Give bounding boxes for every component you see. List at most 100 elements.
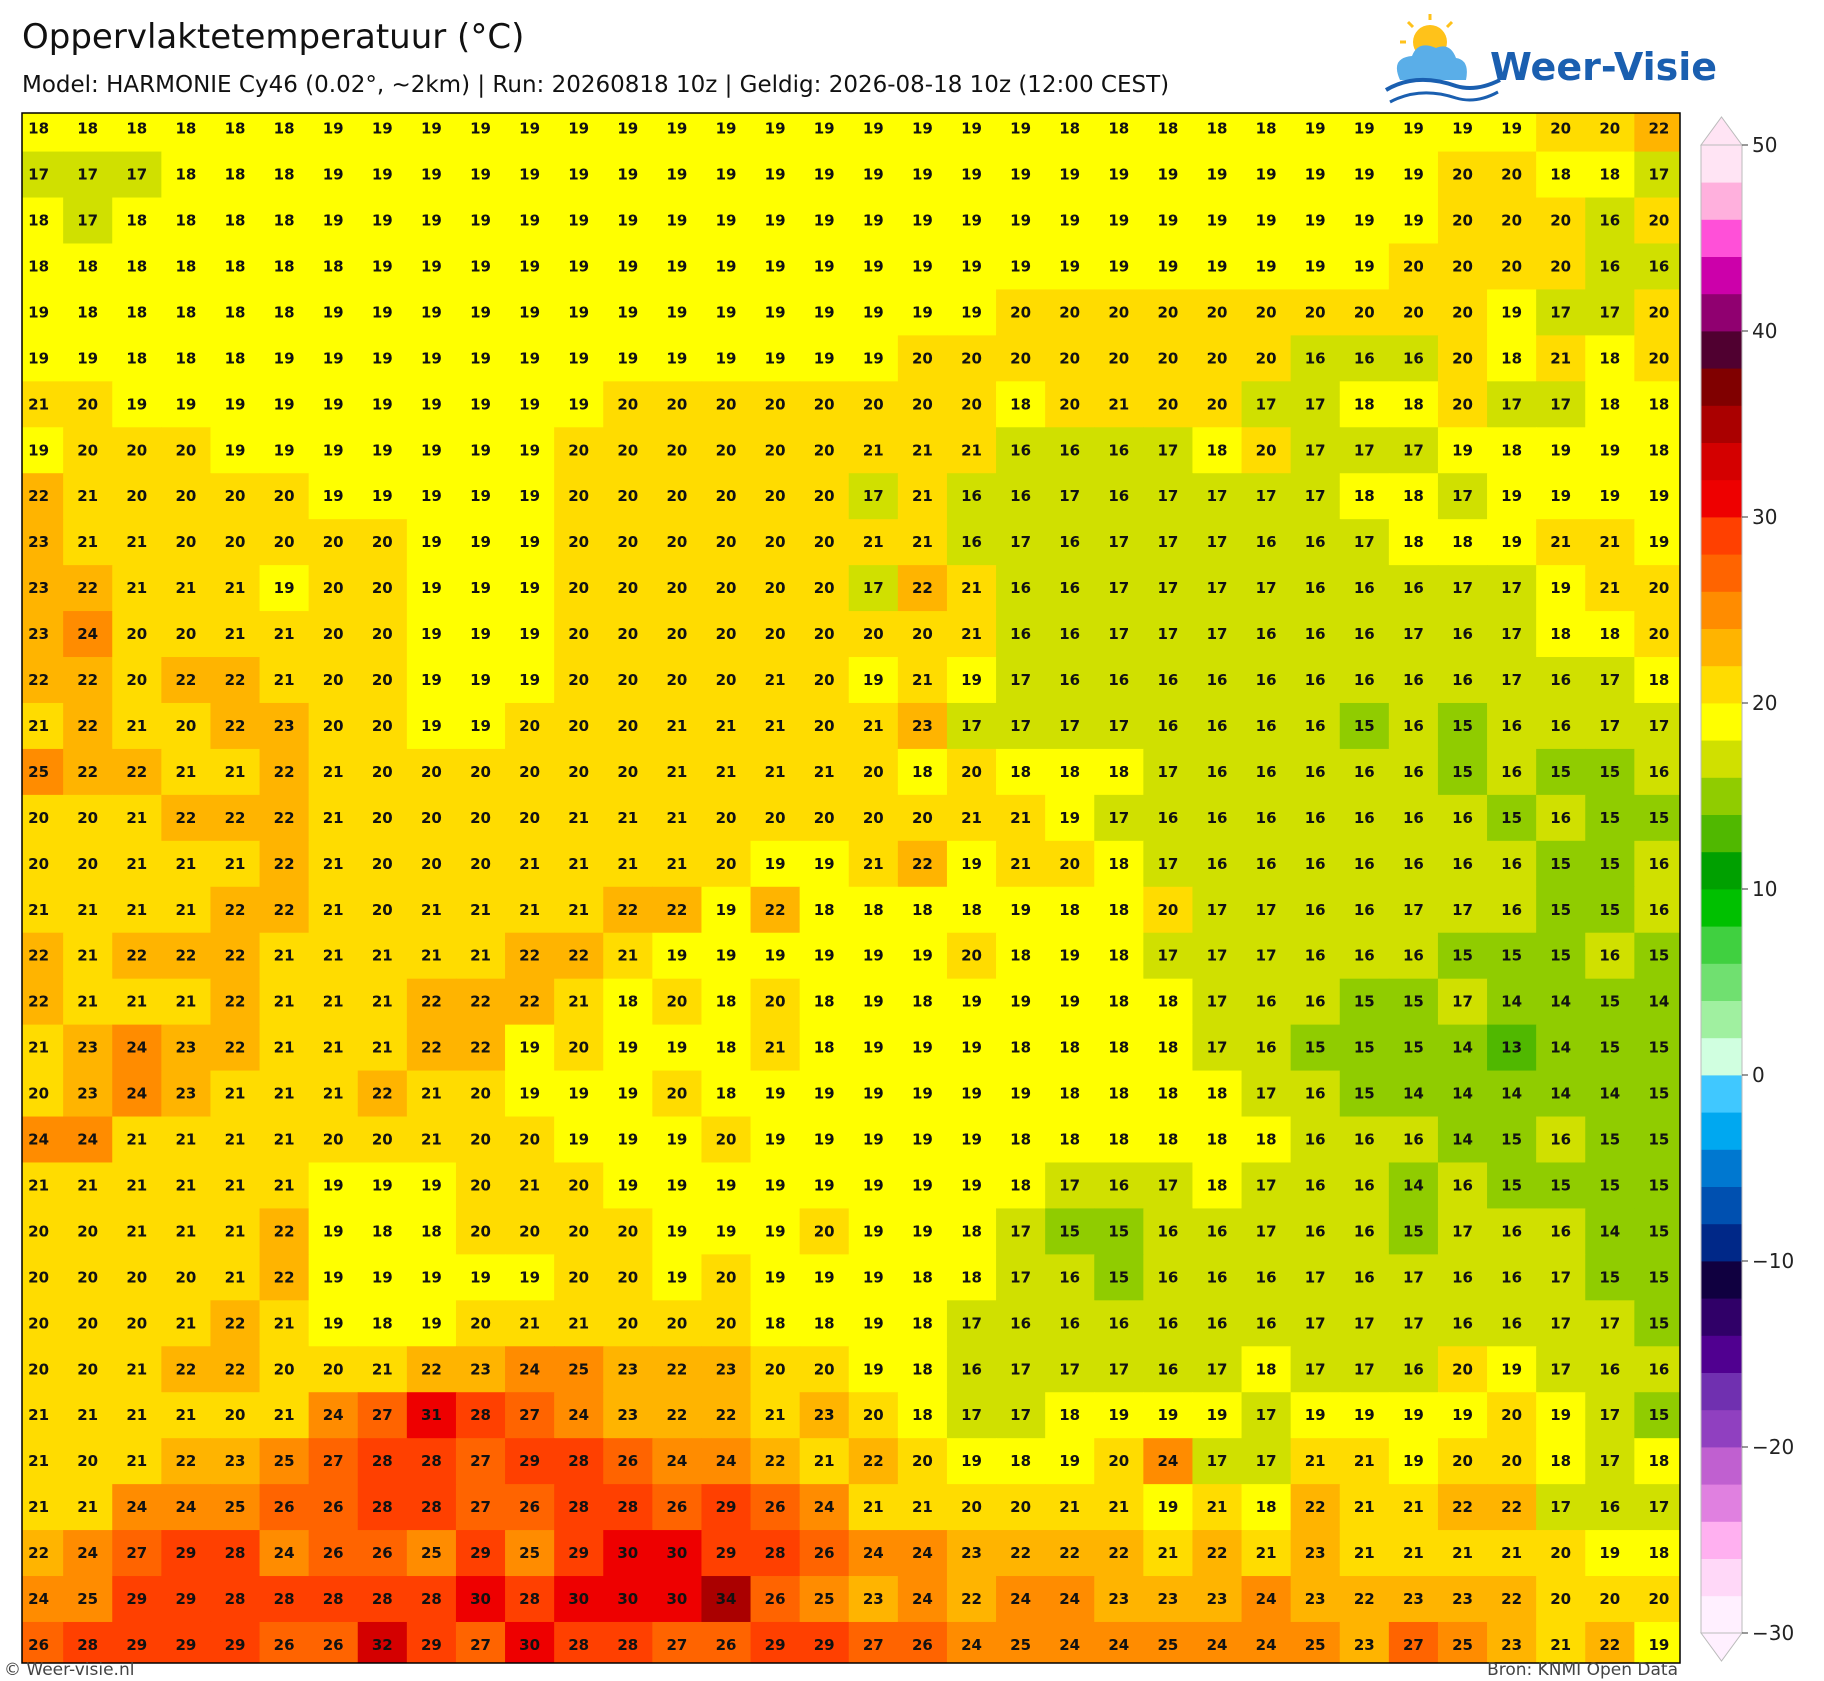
temperature-label: 28 xyxy=(765,1544,786,1562)
temperature-label: 23 xyxy=(814,1406,835,1424)
temperature-label: 15 xyxy=(1648,1131,1669,1149)
temperature-label: 20 xyxy=(126,625,147,643)
temperature-label: 19 xyxy=(863,947,884,965)
temperature-cell xyxy=(1290,151,1341,199)
temperature-cell xyxy=(1585,932,1635,980)
temperature-label: 23 xyxy=(77,1039,98,1057)
temperature-label: 19 xyxy=(421,441,442,459)
temperature-label: 21 xyxy=(765,763,786,781)
temperature-label: 18 xyxy=(1256,1131,1277,1149)
temperature-label: 23 xyxy=(470,1360,491,1378)
temperature-label: 21 xyxy=(28,1176,49,1194)
temperature-label: 28 xyxy=(519,1590,540,1608)
temperature-label: 16 xyxy=(1256,1268,1277,1286)
temperature-cell xyxy=(1241,1208,1292,1255)
temperature-cell xyxy=(455,1438,506,1485)
temperature-cell xyxy=(1143,427,1194,474)
temperature-cell xyxy=(259,932,310,980)
temperature-label: 16 xyxy=(1354,1131,1375,1149)
temperature-label: 18 xyxy=(1354,487,1375,505)
temperature-cell xyxy=(1094,1346,1144,1393)
temperature-label: 19 xyxy=(716,303,737,321)
temperature-cell xyxy=(1241,289,1292,336)
temperature-cell xyxy=(1437,1392,1488,1439)
temperature-cell xyxy=(22,1208,64,1255)
temperature-label: 22 xyxy=(225,1360,246,1378)
temperature-label: 19 xyxy=(323,395,344,413)
temperature-cell xyxy=(1143,1346,1194,1393)
temperature-label: 21 xyxy=(225,763,246,781)
temperature-cell xyxy=(1241,381,1292,428)
temperature-label: 18 xyxy=(1157,120,1178,138)
temperature-label: 21 xyxy=(519,901,540,919)
temperature-label: 16 xyxy=(1354,763,1375,781)
temperature-label: 21 xyxy=(323,855,344,873)
temperature-cell xyxy=(1388,1576,1439,1623)
temperature-label: 19 xyxy=(421,1268,442,1286)
temperature-label: 22 xyxy=(912,579,933,597)
temperature-cell xyxy=(554,886,604,934)
temperature-label: 19 xyxy=(568,212,589,230)
temperature-cell xyxy=(1437,1162,1488,1210)
temperature-label: 17 xyxy=(1059,1360,1080,1378)
temperature-label: 19 xyxy=(1059,166,1080,184)
temperature-label: 19 xyxy=(617,303,638,321)
temperature-label: 21 xyxy=(863,855,884,873)
temperature-cell xyxy=(1290,1621,1341,1663)
temperature-cell xyxy=(554,1070,604,1118)
temperature-cell xyxy=(652,1024,703,1072)
colorbar-band xyxy=(1701,1558,1742,1597)
colorbar-band xyxy=(1701,703,1742,741)
temperature-cell xyxy=(22,113,64,153)
temperature-cell xyxy=(1290,1208,1341,1255)
temperature-cell xyxy=(112,427,162,474)
temperature-cell xyxy=(652,794,703,842)
temperature-cell xyxy=(22,611,64,658)
temperature-cell xyxy=(946,1346,997,1393)
temperature-cell xyxy=(161,1392,212,1439)
temperature-label: 21 xyxy=(77,533,98,551)
temperature-label: 15 xyxy=(1599,993,1620,1011)
temperature-cell xyxy=(1192,657,1243,704)
temperature-label: 18 xyxy=(126,303,147,321)
temperature-label: 16 xyxy=(1648,855,1669,873)
temperature-cell xyxy=(210,335,261,382)
temperature-label: 20 xyxy=(716,1268,737,1286)
temperature-label: 19 xyxy=(568,303,589,321)
temperature-cell xyxy=(1437,657,1488,704)
temperature-label: 22 xyxy=(175,809,196,827)
temperature-cell xyxy=(1094,335,1144,382)
temperature-cell xyxy=(63,335,113,382)
temperature-cell xyxy=(1290,565,1341,612)
temperature-cell xyxy=(1339,1300,1390,1347)
temperature-cell xyxy=(1339,657,1390,704)
temperature-cell xyxy=(210,1392,261,1439)
temperature-label: 21 xyxy=(1550,1636,1571,1654)
temperature-label: 18 xyxy=(274,166,295,184)
temperature-cell xyxy=(750,932,801,980)
temperature-cell xyxy=(210,1162,261,1210)
temperature-cell xyxy=(1536,243,1586,291)
temperature-label: 16 xyxy=(1354,1268,1375,1286)
temperature-cell xyxy=(701,794,752,842)
temperature-cell xyxy=(308,657,359,704)
temperature-label: 14 xyxy=(1599,1222,1620,1240)
temperature-label: 24 xyxy=(912,1590,933,1608)
temperature-cell xyxy=(996,1484,1046,1531)
temperature-cell xyxy=(1487,1576,1537,1623)
temperature-cell xyxy=(210,1438,261,1485)
temperature-cell xyxy=(897,978,948,1026)
temperature-label: 14 xyxy=(1403,1176,1424,1194)
temperature-label: 17 xyxy=(1452,487,1473,505)
temperature-label: 30 xyxy=(617,1544,638,1562)
temperature-cell xyxy=(161,1024,212,1072)
temperature-label: 19 xyxy=(617,349,638,367)
temperature-cell xyxy=(210,113,261,153)
temperature-label: 19 xyxy=(1256,257,1277,275)
temperature-cell xyxy=(357,702,408,750)
temperature-label: 16 xyxy=(1305,1085,1326,1103)
temperature-label: 15 xyxy=(1648,1176,1669,1194)
temperature-cell xyxy=(406,1392,457,1439)
temperature-cell xyxy=(63,1346,113,1393)
temperature-label: 22 xyxy=(765,1452,786,1470)
